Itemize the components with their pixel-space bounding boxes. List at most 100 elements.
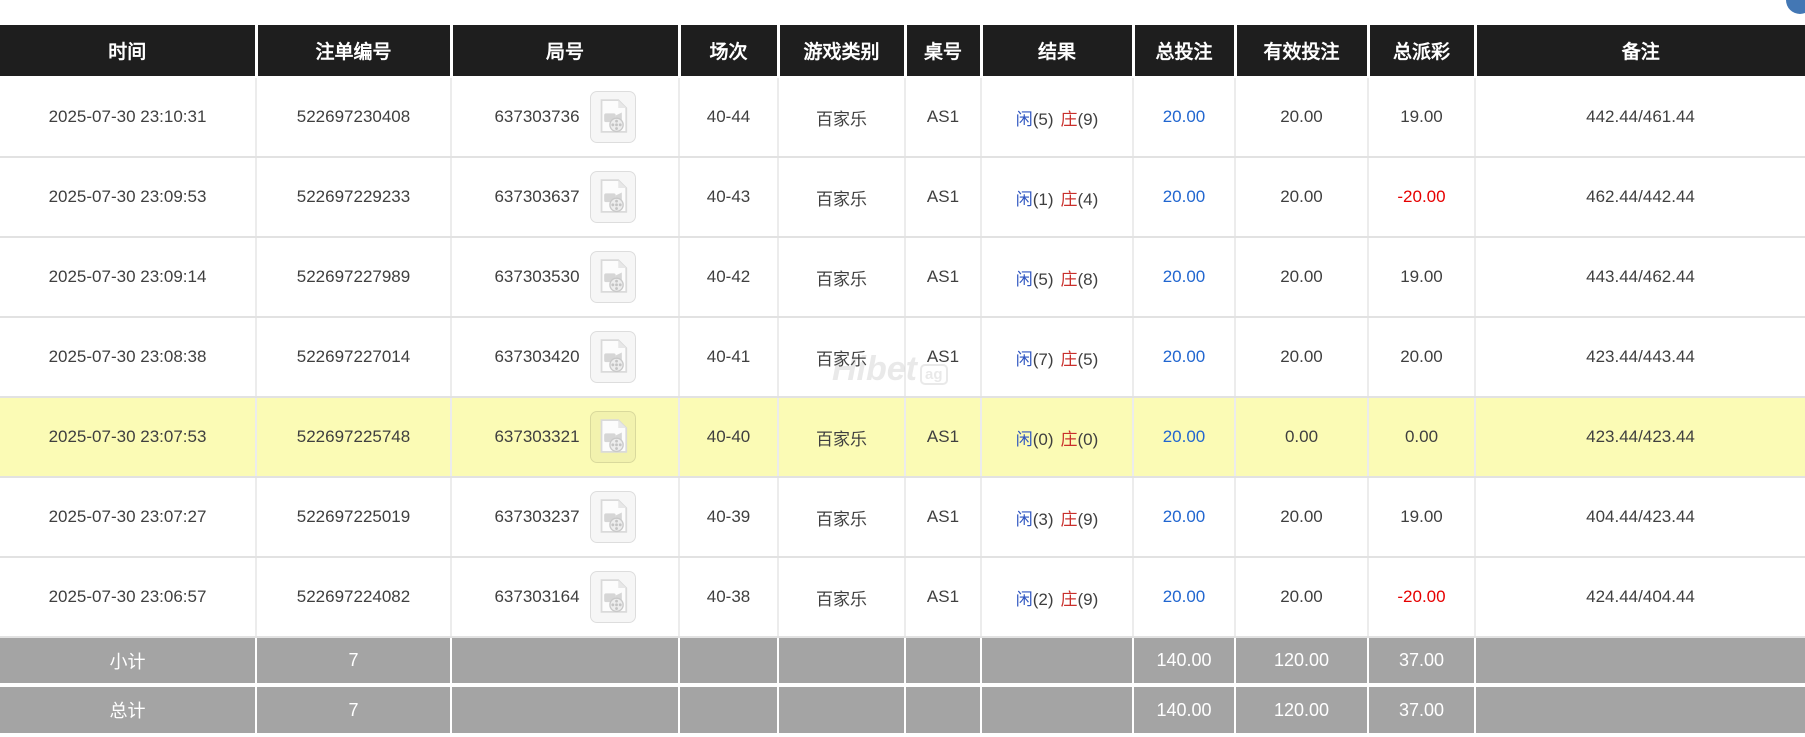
total-bet-link[interactable]: 20.00 — [1162, 427, 1206, 446]
total-bet-link[interactable]: 20.00 — [1162, 187, 1206, 206]
video-replay-button[interactable] — [589, 91, 636, 143]
cell-note: 404.44/423.44 — [1475, 477, 1805, 558]
summary-label: 小计 — [0, 637, 257, 683]
video-file-icon — [598, 258, 628, 297]
table-row: 2025-07-30 23:09:14 522697227989 6373035… — [0, 237, 1805, 318]
video-file-icon — [598, 578, 628, 617]
game-type-value: 百家乐 — [816, 349, 867, 369]
summary-valid-bet-value: 120.00 — [1273, 650, 1330, 670]
cell-valid-bet: 20.00 — [1235, 157, 1369, 238]
table-row: 2025-07-30 23:10:31 522697230408 6373037… — [0, 77, 1805, 158]
valid-bet-value: 20.00 — [1280, 347, 1323, 366]
player-result-count: (3) — [1032, 509, 1054, 529]
bet-id-value: 522697227989 — [296, 267, 411, 286]
table-no-value: AS1 — [926, 427, 960, 446]
game-type-value: 百家乐 — [816, 429, 867, 449]
player-result-count: (5) — [1032, 109, 1054, 129]
cell-note: 443.44/462.44 — [1475, 237, 1805, 318]
player-result-count: (5) — [1032, 269, 1054, 289]
total-bet-link[interactable]: 20.00 — [1162, 587, 1206, 606]
video-file-icon — [598, 498, 628, 537]
round-no-value: 637303420 — [494, 347, 580, 366]
cell-time: 2025-07-30 23:07:53 — [0, 397, 257, 478]
summary-count-value: 7 — [348, 650, 359, 670]
table-row: 2025-07-30 23:06:57 522697224082 6373031… — [0, 557, 1805, 638]
cell-bet-id: 522697230408 — [256, 77, 452, 158]
valid-bet-value: 20.00 — [1280, 587, 1323, 606]
player-result-label: 闲 — [1015, 189, 1033, 209]
summary-count: 7 — [256, 687, 452, 733]
cell-payout: -20.00 — [1368, 557, 1476, 638]
summary-row: 总计 7 140.00 120.00 37.00 — [0, 687, 1805, 733]
session-value: 40-42 — [706, 267, 751, 286]
col-note: 备注 — [1475, 25, 1805, 78]
summary-total-bet-value: 140.00 — [1156, 650, 1212, 670]
session-value: 40-41 — [706, 347, 751, 366]
cell-game-type: 百家乐 — [778, 477, 906, 558]
valid-bet-value: 20.00 — [1280, 187, 1323, 206]
banker-result-count: (9) — [1077, 509, 1099, 529]
cell-note: 424.44/404.44 — [1475, 557, 1805, 638]
video-replay-button[interactable] — [589, 171, 636, 223]
total-bet-link[interactable]: 20.00 — [1162, 347, 1206, 366]
banker-result-label: 庄 — [1060, 269, 1078, 289]
video-replay-button[interactable] — [589, 251, 636, 303]
cell-session: 40-38 — [679, 557, 779, 638]
banker-result-label: 庄 — [1060, 349, 1078, 369]
note-value: 462.44/442.44 — [1586, 187, 1695, 206]
payout-value: -20.00 — [1397, 187, 1446, 206]
summary-valid-bet: 120.00 — [1235, 637, 1369, 683]
cell-round: 637303637 — [451, 157, 680, 238]
player-result-count: (7) — [1032, 349, 1054, 369]
video-replay-button[interactable] — [589, 331, 636, 383]
video-file-icon — [598, 98, 628, 137]
col-payout: 总派彩 — [1368, 25, 1477, 78]
round-no-value: 637303321 — [494, 427, 580, 446]
banker-result-label: 庄 — [1060, 429, 1078, 449]
cell-table-no: AS1 — [905, 77, 982, 158]
col-round: 局号 — [451, 25, 681, 78]
total-bet-link[interactable]: 20.00 — [1162, 267, 1206, 286]
summary-valid-bet: 120.00 — [1235, 687, 1369, 733]
table-no-value: AS1 — [926, 107, 960, 126]
cell-round: 637303321 — [451, 397, 680, 478]
cell-bet-id: 522697229233 — [256, 157, 452, 238]
cell-time: 2025-07-30 23:09:14 — [0, 237, 257, 318]
player-result-count: (1) — [1032, 189, 1054, 209]
table-row: 2025-07-30 23:07:53 522697225748 6373033… — [0, 397, 1805, 478]
cell-time: 2025-07-30 23:09:53 — [0, 157, 257, 238]
total-bet-link[interactable]: 20.00 — [1162, 507, 1206, 526]
cell-time: 2025-07-30 23:10:31 — [0, 77, 257, 158]
cell-table-no: AS1 — [905, 477, 982, 558]
cell-result: 闲(3) 庄(9) — [981, 477, 1134, 558]
total-bet-link[interactable]: 20.00 — [1162, 107, 1206, 126]
round-no-value: 637303237 — [494, 507, 580, 526]
payout-value: 19.00 — [1400, 507, 1443, 526]
bet-id-value: 522697229233 — [296, 187, 411, 206]
video-replay-button[interactable] — [589, 411, 636, 463]
table-no-value: AS1 — [926, 187, 960, 206]
valid-bet-value: 20.00 — [1280, 107, 1323, 126]
cell-result: 闲(7) 庄(5) — [981, 317, 1134, 398]
cell-result: 闲(0) 庄(0) — [981, 397, 1134, 478]
cell-note: 442.44/461.44 — [1475, 77, 1805, 158]
player-result-count: (0) — [1032, 429, 1054, 449]
cell-session: 40-42 — [679, 237, 779, 318]
session-value: 40-44 — [706, 107, 751, 126]
summary-payout-value: 37.00 — [1398, 699, 1445, 720]
cell-table-no: AS1 — [905, 317, 982, 398]
video-replay-button[interactable] — [589, 491, 636, 543]
cell-note: 462.44/442.44 — [1475, 157, 1805, 238]
summary-payout: 37.00 — [1368, 637, 1476, 683]
banker-result-label: 庄 — [1060, 109, 1078, 129]
summary-total-bet: 140.00 — [1133, 637, 1236, 683]
cell-game-type: 百家乐 — [778, 237, 906, 318]
floating-action-button[interactable] — [1786, 0, 1805, 14]
cell-result: 闲(1) 庄(4) — [981, 157, 1134, 238]
cell-table-no: AS1 — [905, 397, 982, 478]
game-type-value: 百家乐 — [816, 189, 867, 209]
video-replay-button[interactable] — [589, 571, 636, 623]
table-no-value: AS1 — [926, 507, 960, 526]
table-no-value: AS1 — [926, 347, 960, 366]
round-no-value: 637303530 — [494, 267, 580, 286]
